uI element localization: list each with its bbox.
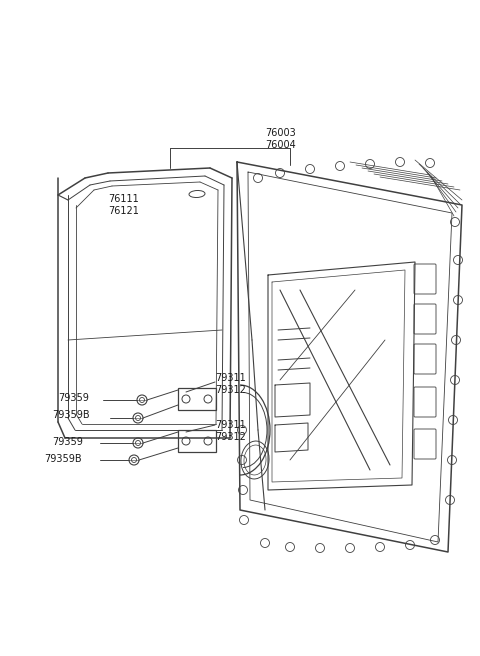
Text: 79359B: 79359B — [52, 410, 90, 420]
Text: 76003
76004: 76003 76004 — [265, 128, 296, 150]
Text: 79359: 79359 — [52, 437, 83, 447]
Text: 76111
76121: 76111 76121 — [108, 194, 139, 216]
Text: 79359: 79359 — [58, 393, 89, 403]
Text: 79311
79312: 79311 79312 — [215, 420, 246, 441]
Text: 79359B: 79359B — [44, 454, 82, 464]
Text: 79311
79312: 79311 79312 — [215, 373, 246, 395]
